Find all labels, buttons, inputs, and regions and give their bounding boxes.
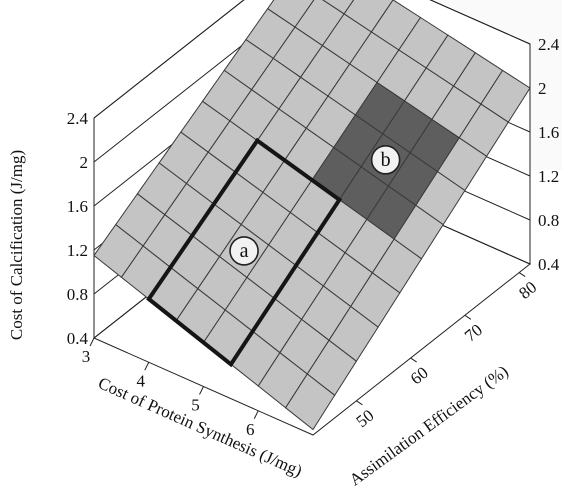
z-tick-right: 2: [538, 79, 547, 98]
x-tick-mark: [144, 362, 150, 371]
regions: ab: [146, 137, 401, 368]
region-b-label: b: [381, 149, 391, 171]
x-tick-label: 4: [137, 371, 146, 390]
z-tick-left: 2.4: [67, 109, 89, 128]
z-tick-left: 0.8: [67, 285, 88, 304]
z-gridline: [93, 0, 531, 119]
z-tick-right: 2.4: [538, 35, 560, 54]
region-a-outline: [146, 137, 343, 368]
z-tick-left: 1.6: [67, 197, 88, 216]
z-tick-left: 0.4: [67, 329, 89, 348]
y-tick-mark: [518, 272, 526, 277]
z-tick-right: 0.8: [538, 211, 559, 230]
z-tick-left: 1.2: [67, 241, 88, 260]
y-tick-mark: [356, 400, 363, 406]
x-tick-label: 6: [246, 420, 255, 439]
y-tick-mark: [410, 357, 417, 363]
y-tick-label: 50: [352, 406, 377, 431]
y-tick-label: 70: [461, 320, 486, 345]
region-a-marker: [229, 236, 259, 266]
y-tick-label: 60: [407, 363, 432, 388]
x-tick-mark: [253, 410, 259, 419]
region-b-marker: [370, 145, 401, 175]
surface-cell: [284, 373, 336, 431]
z-tick-left: 2: [80, 153, 89, 172]
x-tick-mark: [199, 386, 204, 395]
z-tick-right: 0.4: [538, 255, 560, 274]
z-tick-right: 1.6: [538, 123, 559, 142]
y-tick-label: 80: [515, 277, 540, 302]
x-tick-mark: [89, 337, 95, 347]
z-tick-right: 1.2: [538, 167, 559, 186]
y-tick-mark: [464, 314, 472, 320]
surface-mesh: [93, 0, 531, 431]
x-tick-label: 3: [82, 347, 91, 366]
x-tick-label: 5: [191, 396, 200, 415]
region-a-label: a: [240, 240, 249, 262]
z-axis-label: Cost of Calcification (J/mg): [7, 150, 26, 340]
